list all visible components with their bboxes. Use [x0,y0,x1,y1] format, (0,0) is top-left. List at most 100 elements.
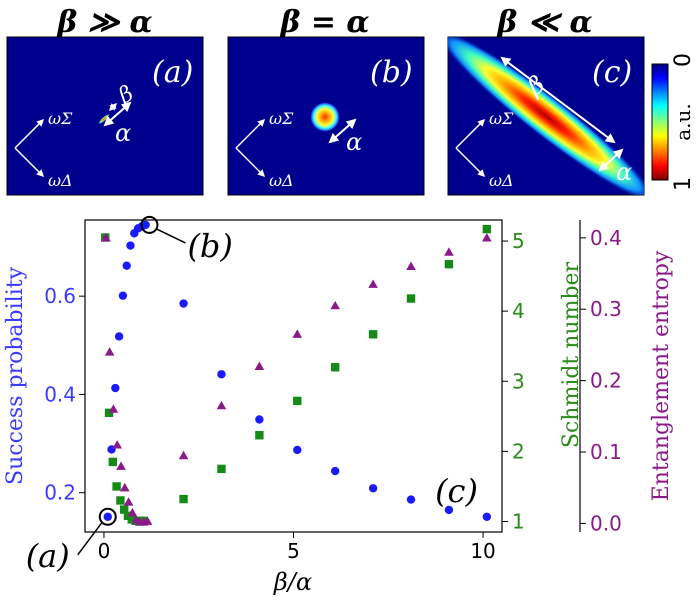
y-tick-label-success: 0.6 [44,284,76,308]
panel-b-sigma-axis: ωΣ [269,109,294,128]
point-schmidt-number [108,457,118,467]
point-schmidt-number [368,330,378,339]
y-tick-label-entropy: 0.3 [590,297,622,321]
point-success-probability [368,484,378,493]
panel-c-sigma-axis: ωΣ [489,109,514,128]
panel-b: α (b) ωΣ ωΔ [227,36,425,196]
point-entanglement-entropy [178,450,189,460]
point-schmidt-number [116,496,125,505]
point-entanglement-entropy [108,404,119,413]
point-schmidt-number [444,259,454,269]
point-success-probability [293,445,302,455]
panel-b-alpha-label: α [346,128,362,156]
panel-b-spot [310,102,340,132]
point-success-probability [118,291,128,300]
y-axis-schmidt: 1 2 3 4 5 [502,229,525,533]
panel-b-delta-axis: ωΔ [269,171,294,190]
panel-a-title: β ≫ α [56,5,152,40]
annotation-a-label: (a) [26,537,70,575]
y-tick-label-entropy: 0.2 [590,369,622,393]
y-tick-label-success: 0.2 [44,481,76,505]
y-axis-entropy: 0.0 0.1 0.2 0.3 0.4 [579,220,622,535]
annotation-b-leader [156,228,186,244]
y-tick-label-schmidt: 4 [512,299,525,323]
panel-c: β α (c) ωΣ ωΔ [447,36,645,196]
panel-a-label: (a) [152,55,193,90]
point-success-probability [126,241,135,250]
colorbar-bottom-tick: 1 [671,177,696,191]
panel-a-delta-axis: ωΔ [48,171,73,190]
colorbar-label: a.u. [671,103,695,141]
point-entanglement-entropy [142,516,153,525]
y-tick-label-schmidt: 5 [512,229,525,253]
annotation-a-circle [98,507,117,526]
point-schmidt-number [112,482,121,491]
x-tick-label: 0 [98,539,111,563]
point-schmidt-number [120,505,129,514]
point-entanglement-entropy [127,507,138,517]
annotation-a-leader [77,522,103,556]
point-entanglement-entropy [406,261,416,271]
y-axis-label-schmidt: Schmidt number [559,261,584,448]
panel-c-label: (c) [592,55,632,90]
point-entanglement-entropy [216,400,227,410]
point-entanglement-entropy [444,247,454,256]
point-success-probability [444,505,454,515]
point-success-probability [217,370,226,379]
colorbar: 0 a.u. 1 [651,53,696,191]
point-schmidt-number [482,224,492,234]
annotations: (a) (b) (c) [26,215,478,575]
point-schmidt-number [255,431,264,440]
y-axis-label-success: Success probability [3,266,28,485]
point-entanglement-entropy [104,347,115,356]
point-success-probability [406,495,416,504]
panel-c-delta-axis: ωΔ [489,171,514,190]
point-schmidt-number [406,294,416,303]
y-tick-label-entropy: 0.4 [590,226,622,250]
point-success-probability [482,512,492,521]
y-tick-label-entropy: 0.1 [590,440,622,464]
point-schmidt-number [179,494,188,504]
scatter-chart: 0 5 10 0.2 0.4 0.6 1 2 3 4 5 0.0 0.1 0.2 0.3 0.4 (a)… [3,215,674,596]
point-schmidt-number [331,363,340,372]
point-entanglement-entropy [368,279,378,288]
annotation-b-circle [140,215,159,234]
x-tick-label: 5 [287,539,300,563]
point-schmidt-number [217,464,226,474]
point-entanglement-entropy [116,461,126,470]
point-schmidt-number [293,396,302,406]
y-tick-label-schmidt: 1 [512,509,525,533]
panel-a-alpha-label: α [115,119,131,147]
panel-b-label: (b) [370,55,413,90]
point-success-probability [255,415,264,424]
annotation-c-label: (c) [435,472,478,510]
y-tick-label-success: 0.4 [44,382,76,406]
point-entanglement-entropy [123,497,134,506]
point-schmidt-number [104,408,114,418]
y-axis-success: 0.2 0.4 0.6 [44,284,85,505]
point-success-probability [122,261,131,270]
panel-a-sigma-axis: ωΣ [48,109,73,128]
annotation-b-label: (b) [187,227,232,265]
panel-c-title: β ≪ α [496,5,592,40]
colorbar-top-tick: 0 [671,53,696,67]
y-tick-label-schmidt: 2 [512,439,525,463]
point-entanglement-entropy [120,482,130,492]
point-entanglement-entropy [292,329,303,338]
point-success-probability [141,220,150,230]
y-tick-label-entropy: 0.0 [590,511,622,535]
point-success-probability [179,299,188,308]
x-axis-label: β/α [273,568,312,596]
panel-c-alpha-label: α [616,158,632,186]
x-axis: 0 5 10 [98,532,496,563]
point-success-probability [103,512,112,521]
point-entanglement-entropy [112,440,123,449]
panel-b-title: β = α [279,5,369,40]
point-entanglement-entropy [330,300,340,310]
data-marks [101,220,492,526]
point-entanglement-entropy [254,361,265,370]
point-entanglement-entropy [101,233,111,242]
point-success-probability [111,383,120,393]
point-entanglement-entropy [482,233,492,242]
